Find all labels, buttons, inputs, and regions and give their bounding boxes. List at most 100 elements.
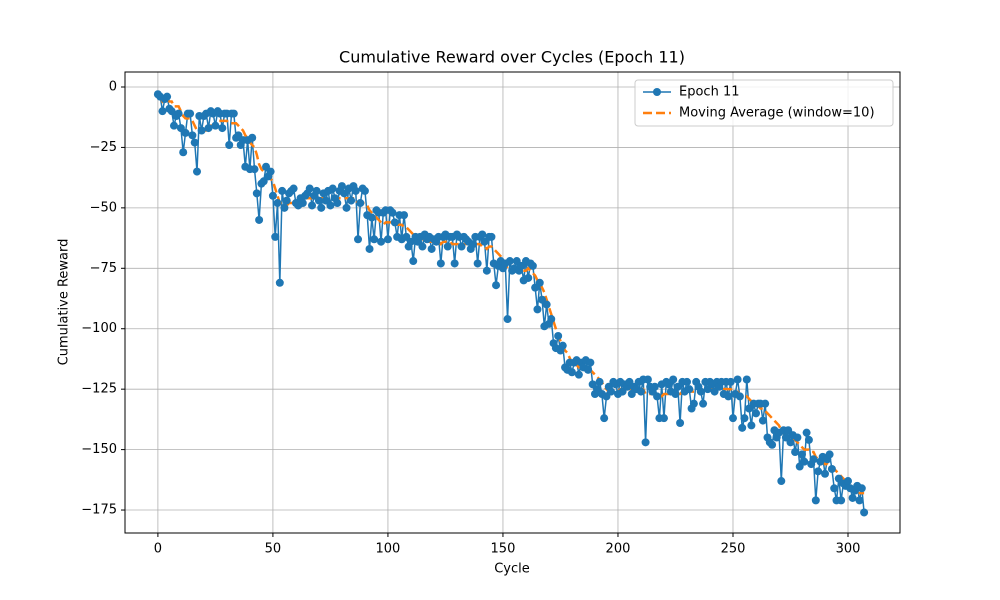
data-point	[337, 182, 346, 191]
data-point	[347, 196, 356, 205]
data-point	[855, 496, 864, 505]
data-point	[204, 124, 213, 133]
x-tick-label: 150	[491, 542, 516, 557]
data-point	[163, 92, 172, 101]
y-tick-label: −150	[81, 442, 117, 457]
x-tick-label: 100	[376, 542, 401, 557]
data-point	[860, 508, 869, 517]
data-point	[825, 450, 834, 459]
data-point	[354, 235, 363, 244]
data-point	[669, 375, 678, 384]
data-point	[312, 186, 321, 195]
data-point	[280, 203, 289, 212]
data-point	[671, 389, 680, 398]
data-point	[793, 433, 802, 442]
data-point	[821, 469, 830, 478]
data-point	[505, 257, 514, 266]
data-point	[811, 496, 820, 505]
data-point	[689, 399, 698, 408]
data-point	[547, 315, 556, 324]
data-point	[659, 414, 668, 423]
legend-box	[634, 79, 894, 127]
data-point	[653, 392, 662, 401]
data-point	[305, 184, 314, 193]
data-point	[636, 387, 645, 396]
data-point	[308, 201, 317, 210]
data-point	[370, 235, 379, 244]
data-point	[600, 414, 609, 423]
data-point	[786, 438, 795, 447]
data-point	[837, 496, 846, 505]
data-point	[356, 199, 365, 208]
data-point	[857, 484, 866, 493]
data-point	[844, 477, 853, 486]
x-tick-label: 250	[721, 542, 746, 557]
data-point	[317, 203, 326, 212]
data-point	[388, 208, 397, 217]
data-point	[827, 464, 836, 473]
data-point	[751, 409, 760, 418]
data-point	[250, 165, 259, 174]
data-point	[478, 230, 487, 239]
data-point	[482, 266, 491, 275]
x-tick-label: 50	[265, 542, 282, 557]
data-point	[761, 399, 770, 408]
data-point	[542, 300, 551, 309]
data-point	[266, 167, 275, 176]
data-point	[724, 392, 733, 401]
data-point	[351, 186, 360, 195]
data-point	[682, 377, 691, 386]
data-point	[282, 196, 291, 205]
data-point	[342, 203, 351, 212]
data-point	[229, 109, 238, 118]
data-point	[427, 244, 436, 253]
data-point	[699, 399, 708, 408]
data-point	[802, 428, 811, 437]
data-point	[174, 109, 183, 118]
data-point	[383, 235, 392, 244]
data-point	[726, 377, 735, 386]
data-point	[360, 186, 369, 195]
data-point	[275, 278, 284, 287]
data-point	[457, 242, 466, 251]
data-point	[814, 467, 823, 476]
legend: Epoch 11 Moving Average (window=10)	[634, 79, 894, 127]
data-point	[197, 126, 206, 135]
axes-frame	[124, 71, 901, 534]
data-point	[676, 419, 685, 428]
data-point	[800, 457, 809, 466]
data-point	[186, 109, 195, 118]
data-point	[225, 141, 234, 150]
data-point	[169, 121, 178, 130]
data-point	[595, 377, 604, 386]
data-point	[804, 435, 813, 444]
data-point	[298, 199, 307, 208]
data-point	[273, 199, 282, 208]
data-point	[409, 257, 418, 266]
data-point	[271, 232, 280, 241]
data-point	[735, 392, 744, 401]
data-point	[586, 358, 595, 367]
data-point	[418, 242, 427, 251]
data-point	[685, 385, 694, 394]
series-line	[157, 93, 865, 513]
data-point	[400, 211, 409, 220]
legend-label: Moving Average (window=10)	[679, 106, 875, 121]
data-point	[777, 477, 786, 486]
data-point	[365, 244, 374, 253]
data-point	[190, 138, 199, 147]
data-point	[268, 191, 277, 200]
data-point	[643, 375, 652, 384]
data-point	[696, 387, 705, 396]
y-tick-label: −125	[81, 382, 117, 397]
y-tick-label: −175	[81, 503, 117, 518]
data-point	[377, 237, 386, 246]
data-point	[535, 278, 544, 287]
data-point	[728, 414, 737, 423]
data-point	[367, 213, 376, 222]
data-point	[492, 281, 501, 290]
data-point	[650, 382, 659, 391]
data-point	[193, 167, 202, 176]
data-point	[328, 184, 337, 193]
